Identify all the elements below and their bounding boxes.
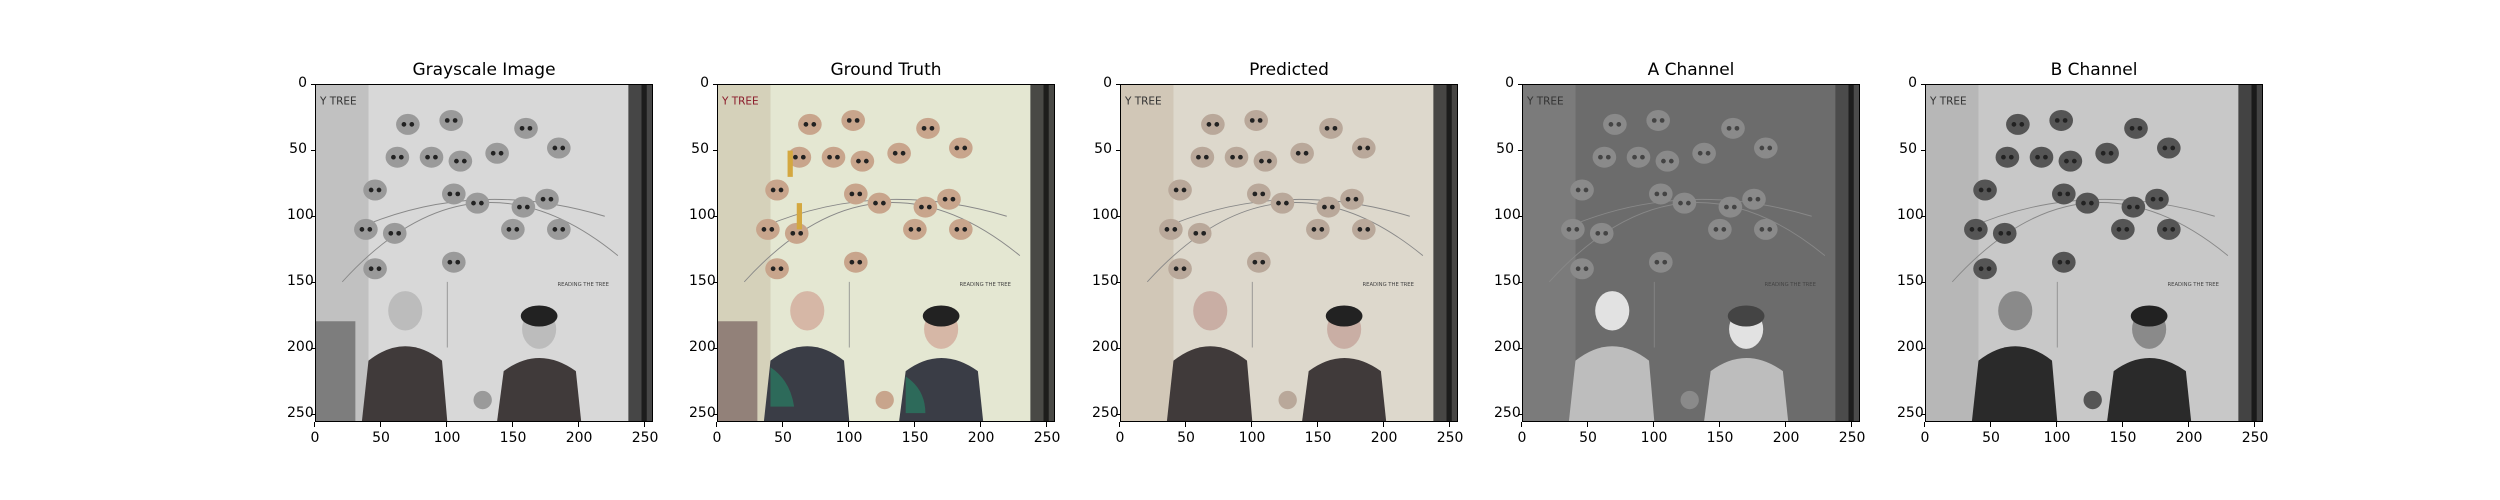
y-tick-label: 200	[287, 339, 316, 356]
panel-title: Grayscale Image	[412, 60, 556, 80]
x-tick-label: 0	[697, 422, 737, 446]
x-tick-label: 50	[1568, 422, 1608, 446]
y-tick-label: 0	[1897, 75, 1926, 91]
panel-title: Ground Truth	[830, 60, 942, 80]
y-tick-label: 50	[287, 141, 316, 157]
x-tick-label: 150	[1298, 422, 1338, 446]
svg-text:Y TREE: Y TREE	[319, 96, 357, 108]
panel-title: A Channel	[1647, 60, 1735, 80]
y-tick-label: 100	[1092, 207, 1121, 224]
x-tick-label: 200	[2169, 422, 2209, 446]
y-tick-label: 0	[1494, 75, 1523, 91]
x-tick-label: 150	[493, 422, 533, 446]
x-tick-label: 0	[295, 422, 335, 446]
x-tick-label: 100	[829, 422, 869, 446]
x-tick-label: 0	[1100, 422, 1140, 446]
svg-text:READING THE TREE: READING THE TREE	[960, 282, 1011, 288]
x-tick-label: 0	[1502, 422, 1542, 446]
y-tick-label: 250	[1092, 405, 1121, 422]
x-tick-label: 250	[1430, 422, 1470, 446]
y-tick-label: 200	[1092, 339, 1121, 356]
x-tick-label: 50	[1166, 422, 1206, 446]
svg-text:Y TREE: Y TREE	[1124, 96, 1162, 108]
y-tick-label: 150	[287, 273, 316, 290]
x-tick-label: 250	[625, 422, 665, 446]
image-plot: Y TREE READING THE TREE	[315, 84, 653, 422]
x-tick-label: 100	[427, 422, 467, 446]
x-tick-label: 250	[1027, 422, 1067, 446]
y-tick-label: 50	[689, 141, 718, 157]
y-tick-label: 0	[287, 75, 316, 91]
x-tick-label: 200	[559, 422, 599, 446]
panel-a: A Channel Y TREE READING THE TREE 0 50 100 150…	[1494, 0, 1865, 500]
image-plot: Y TREE READING THE TREE	[717, 84, 1055, 422]
panel-color: Ground Truth Y TREE READING THE TREE 0 50 100…	[689, 0, 1060, 500]
x-tick-label: 100	[1232, 422, 1272, 446]
y-tick-label: 0	[689, 75, 718, 91]
panel-title: Predicted	[1249, 60, 1329, 80]
image-plot: Y TREE READING THE TREE	[1522, 84, 1860, 422]
svg-text:Y TREE: Y TREE	[1526, 96, 1564, 108]
svg-text:READING THE TREE: READING THE TREE	[558, 282, 609, 288]
y-tick-label: 50	[1092, 141, 1121, 157]
y-tick-label: 100	[689, 207, 718, 224]
image-plot: Y TREE READING THE TREE	[1925, 84, 2263, 422]
y-tick-label: 100	[287, 207, 316, 224]
svg-text:READING THE TREE: READING THE TREE	[1765, 282, 1816, 288]
x-tick-label: 50	[763, 422, 803, 446]
y-tick-label: 150	[1494, 273, 1523, 290]
svg-text:Y TREE: Y TREE	[1929, 96, 1967, 108]
y-tick-label: 150	[1092, 273, 1121, 290]
y-tick-label: 100	[1897, 207, 1926, 224]
x-tick-label: 100	[2037, 422, 2077, 446]
x-tick-label: 250	[2235, 422, 2275, 446]
x-tick-label: 150	[895, 422, 935, 446]
y-tick-label: 250	[689, 405, 718, 422]
y-tick-label: 200	[689, 339, 718, 356]
x-tick-label: 200	[1766, 422, 1806, 446]
panel-pred: Predicted Y TREE READING THE TREE 0 50 100 150…	[1092, 0, 1463, 500]
x-tick-label: 50	[1971, 422, 2011, 446]
y-tick-label: 100	[1494, 207, 1523, 224]
x-tick-label: 0	[1905, 422, 1945, 446]
x-tick-label: 200	[1364, 422, 1404, 446]
y-tick-label: 250	[1494, 405, 1523, 422]
x-tick-label: 100	[1634, 422, 1674, 446]
y-tick-label: 50	[1897, 141, 1926, 157]
y-tick-label: 0	[1092, 75, 1121, 91]
panel-gray: Grayscale Image Y TREE READING THE TREE 0 50…	[287, 0, 658, 500]
y-tick-label: 200	[1494, 339, 1523, 356]
y-tick-label: 200	[1897, 339, 1926, 356]
image-plot: Y TREE READING THE TREE	[1120, 84, 1458, 422]
panel-title: B Channel	[2050, 60, 2138, 80]
y-tick-label: 250	[1897, 405, 1926, 422]
svg-text:READING THE TREE: READING THE TREE	[2168, 282, 2219, 288]
x-tick-label: 200	[961, 422, 1001, 446]
x-tick-label: 150	[1700, 422, 1740, 446]
panel-b: B Channel Y TREE READING THE TREE 0 50 100 150…	[1897, 0, 2268, 500]
y-tick-label: 250	[287, 405, 316, 422]
svg-text:READING THE TREE: READING THE TREE	[1363, 282, 1414, 288]
x-tick-label: 50	[361, 422, 401, 446]
y-tick-label: 50	[1494, 141, 1523, 157]
svg-text:Y TREE: Y TREE	[721, 96, 759, 108]
y-tick-label: 150	[689, 273, 718, 290]
y-tick-label: 150	[1897, 273, 1926, 290]
x-tick-label: 150	[2103, 422, 2143, 446]
x-tick-label: 250	[1832, 422, 1872, 446]
